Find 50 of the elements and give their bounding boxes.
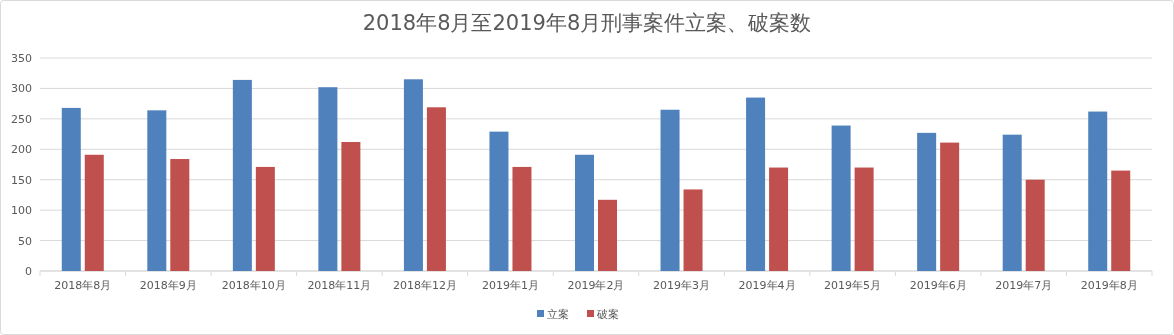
bar bbox=[426, 107, 446, 271]
y-tick-label: 200 bbox=[11, 143, 32, 157]
bar bbox=[683, 189, 703, 271]
bar bbox=[940, 142, 960, 271]
chart-title: 2018年8月至2019年8月刑事案件立案、破案数 bbox=[362, 11, 812, 35]
x-tick-label: 2019年1月 bbox=[481, 279, 539, 292]
legend-label: 立案 bbox=[547, 308, 569, 321]
x-tick-label: 2019年4月 bbox=[738, 279, 796, 292]
bar bbox=[831, 125, 851, 271]
x-tick-label: 2019年3月 bbox=[653, 279, 711, 292]
bar bbox=[255, 166, 275, 271]
y-tick-label: 150 bbox=[11, 173, 32, 187]
bar bbox=[1111, 170, 1131, 271]
y-tick-label: 100 bbox=[11, 204, 32, 218]
bar bbox=[1002, 134, 1022, 271]
x-tick-label: 2018年9月 bbox=[139, 279, 197, 292]
y-tick-label: 350 bbox=[11, 52, 32, 65]
bar bbox=[84, 154, 104, 271]
x-tick-label: 2018年8月 bbox=[54, 279, 112, 292]
bar bbox=[512, 166, 532, 271]
bar bbox=[1088, 111, 1108, 271]
bar bbox=[318, 87, 338, 271]
x-tick-label: 2019年5月 bbox=[824, 279, 882, 292]
bar bbox=[232, 79, 252, 271]
bar bbox=[854, 167, 874, 271]
bar bbox=[403, 79, 423, 271]
x-tick-label: 2019年2月 bbox=[567, 279, 625, 292]
x-tick-label: 2019年7月 bbox=[995, 279, 1053, 292]
bar bbox=[489, 131, 509, 271]
y-tick-label: 0 bbox=[25, 265, 32, 278]
bar bbox=[147, 110, 167, 271]
x-tick-label: 2018年11月 bbox=[307, 279, 372, 292]
x-tick-label: 2019年8月 bbox=[1080, 279, 1138, 292]
y-tick-label: 250 bbox=[11, 112, 32, 126]
x-tick-label: 2018年10月 bbox=[221, 279, 286, 292]
y-tick-label: 300 bbox=[11, 82, 32, 96]
bar bbox=[598, 199, 617, 271]
y-tick-label: 50 bbox=[18, 234, 32, 248]
bar bbox=[769, 167, 789, 271]
x-tick-label: 2018年12月 bbox=[392, 279, 457, 292]
bar bbox=[575, 154, 594, 271]
bar bbox=[61, 107, 81, 271]
x-tick-label: 2019年6月 bbox=[909, 279, 967, 292]
bar bbox=[341, 141, 361, 271]
bar bbox=[1025, 179, 1045, 271]
bar bbox=[170, 159, 190, 271]
bar bbox=[917, 132, 937, 271]
bar bbox=[746, 97, 766, 271]
bar bbox=[660, 109, 680, 271]
legend-label: 破案 bbox=[596, 308, 619, 321]
